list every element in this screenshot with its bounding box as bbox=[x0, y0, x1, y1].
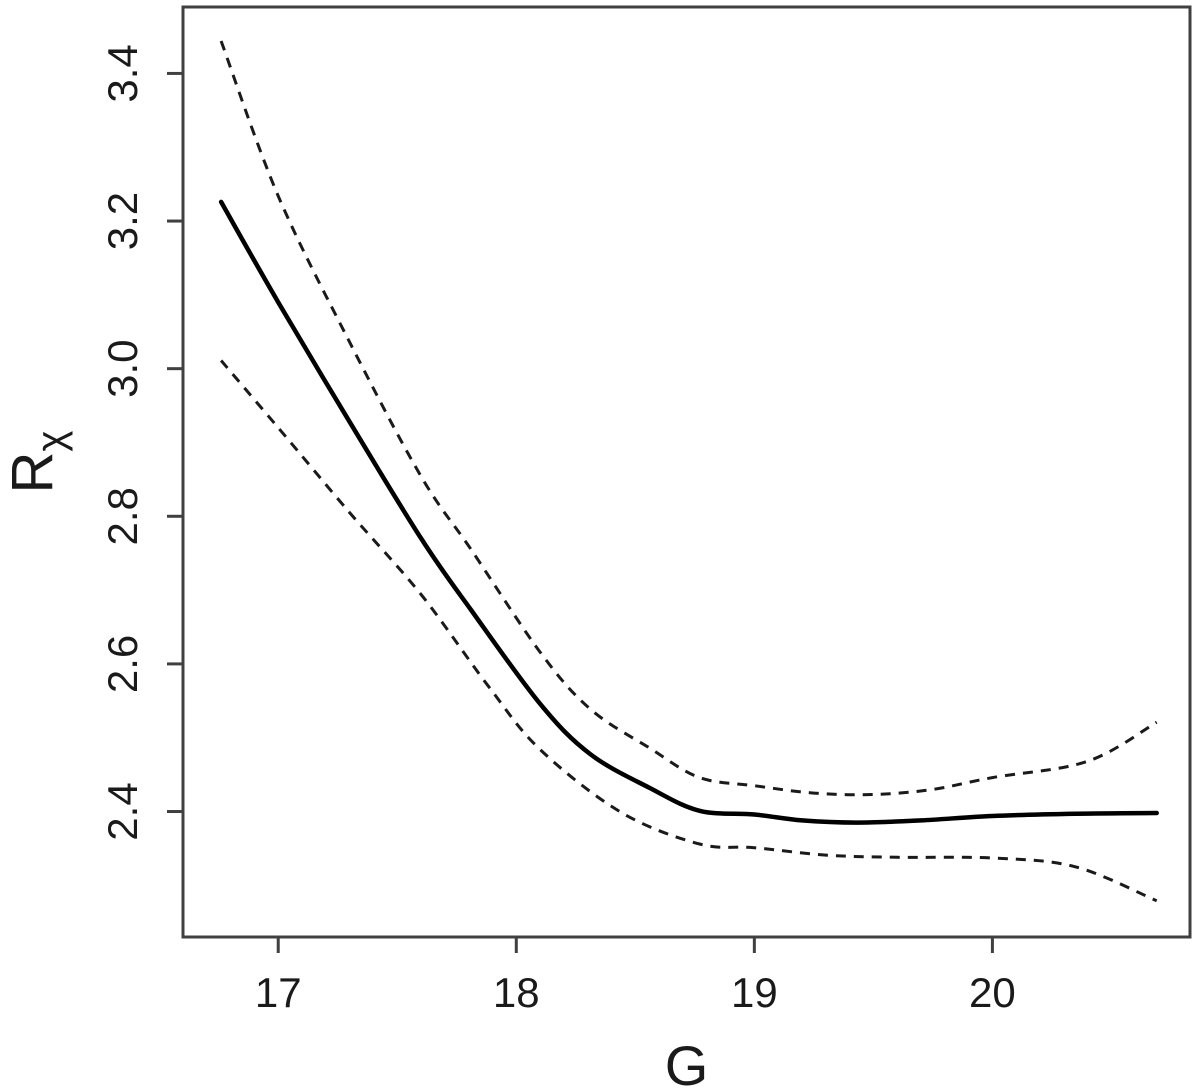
upper-confidence-limit-line bbox=[219, 40, 1158, 797]
x-axis-tick-label: 20 bbox=[969, 969, 1016, 1016]
lower-confidence-limit-line bbox=[219, 359, 1158, 903]
x-axis-tick-label: 19 bbox=[731, 969, 778, 1016]
y-axis-tick-label: 2.8 bbox=[99, 487, 146, 545]
plot-frame bbox=[181, 5, 1192, 939]
x-axis-label: G bbox=[665, 1034, 709, 1090]
y-axis-tick-label: 2.6 bbox=[99, 635, 146, 693]
x-axis-tick-label: 18 bbox=[493, 969, 540, 1016]
y-axis-label-subscript: χ bbox=[29, 431, 73, 452]
y-axis-tick-label: 3.4 bbox=[99, 44, 146, 102]
y-axis-tick-label: 2.4 bbox=[99, 782, 146, 840]
x-axis-tick-label: 17 bbox=[255, 969, 302, 1016]
y-axis-tick-label: 3.0 bbox=[99, 339, 146, 397]
y-axis-tick-label: 3.2 bbox=[99, 192, 146, 250]
fitted-curve-line bbox=[218, 199, 1159, 825]
